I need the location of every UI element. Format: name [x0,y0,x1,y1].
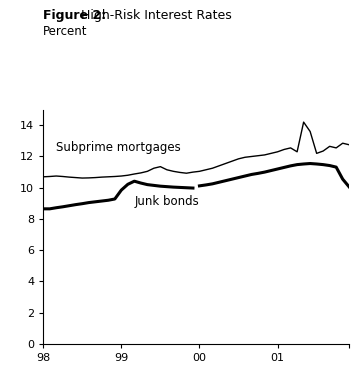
Text: Junk bonds: Junk bonds [134,195,199,208]
Text: High-Risk Interest Rates: High-Risk Interest Rates [77,9,232,22]
Text: Subprime mortgages: Subprime mortgages [56,141,181,153]
Text: Figure 2:: Figure 2: [43,9,106,22]
Text: Percent: Percent [43,25,88,37]
